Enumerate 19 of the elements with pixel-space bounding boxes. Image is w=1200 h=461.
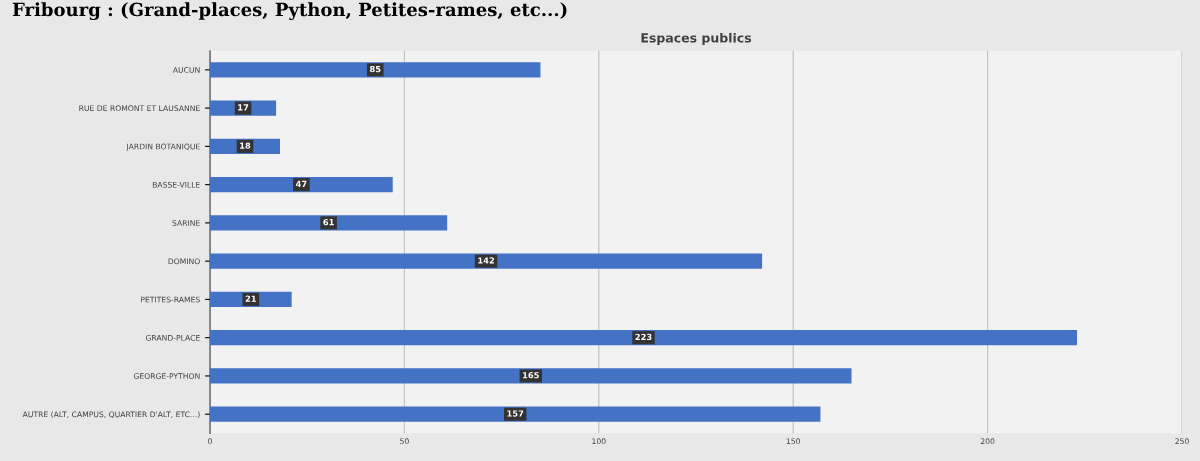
data-label: 165 bbox=[523, 372, 539, 379]
bar bbox=[210, 368, 852, 384]
data-label: 18 bbox=[240, 142, 251, 149]
chart-title: Espaces publics bbox=[641, 32, 752, 45]
bar bbox=[210, 330, 1078, 346]
data-label: 21 bbox=[245, 295, 257, 302]
data-label: 47 bbox=[295, 180, 307, 187]
data-label: 17 bbox=[238, 104, 249, 111]
bar bbox=[210, 176, 393, 193]
data-label: 142 bbox=[478, 257, 495, 264]
data-label: 85 bbox=[369, 65, 381, 73]
data-label: 223 bbox=[635, 333, 652, 341]
bar bbox=[210, 253, 763, 269]
bar bbox=[210, 406, 821, 422]
data-label: 61 bbox=[323, 219, 334, 226]
text: Fribourg : (Grand-places, Python, Petites-rames, etc...) bbox=[12, 2, 567, 21]
bar bbox=[210, 215, 448, 231]
bar bbox=[210, 62, 541, 78]
data-label: 157 bbox=[507, 410, 524, 417]
